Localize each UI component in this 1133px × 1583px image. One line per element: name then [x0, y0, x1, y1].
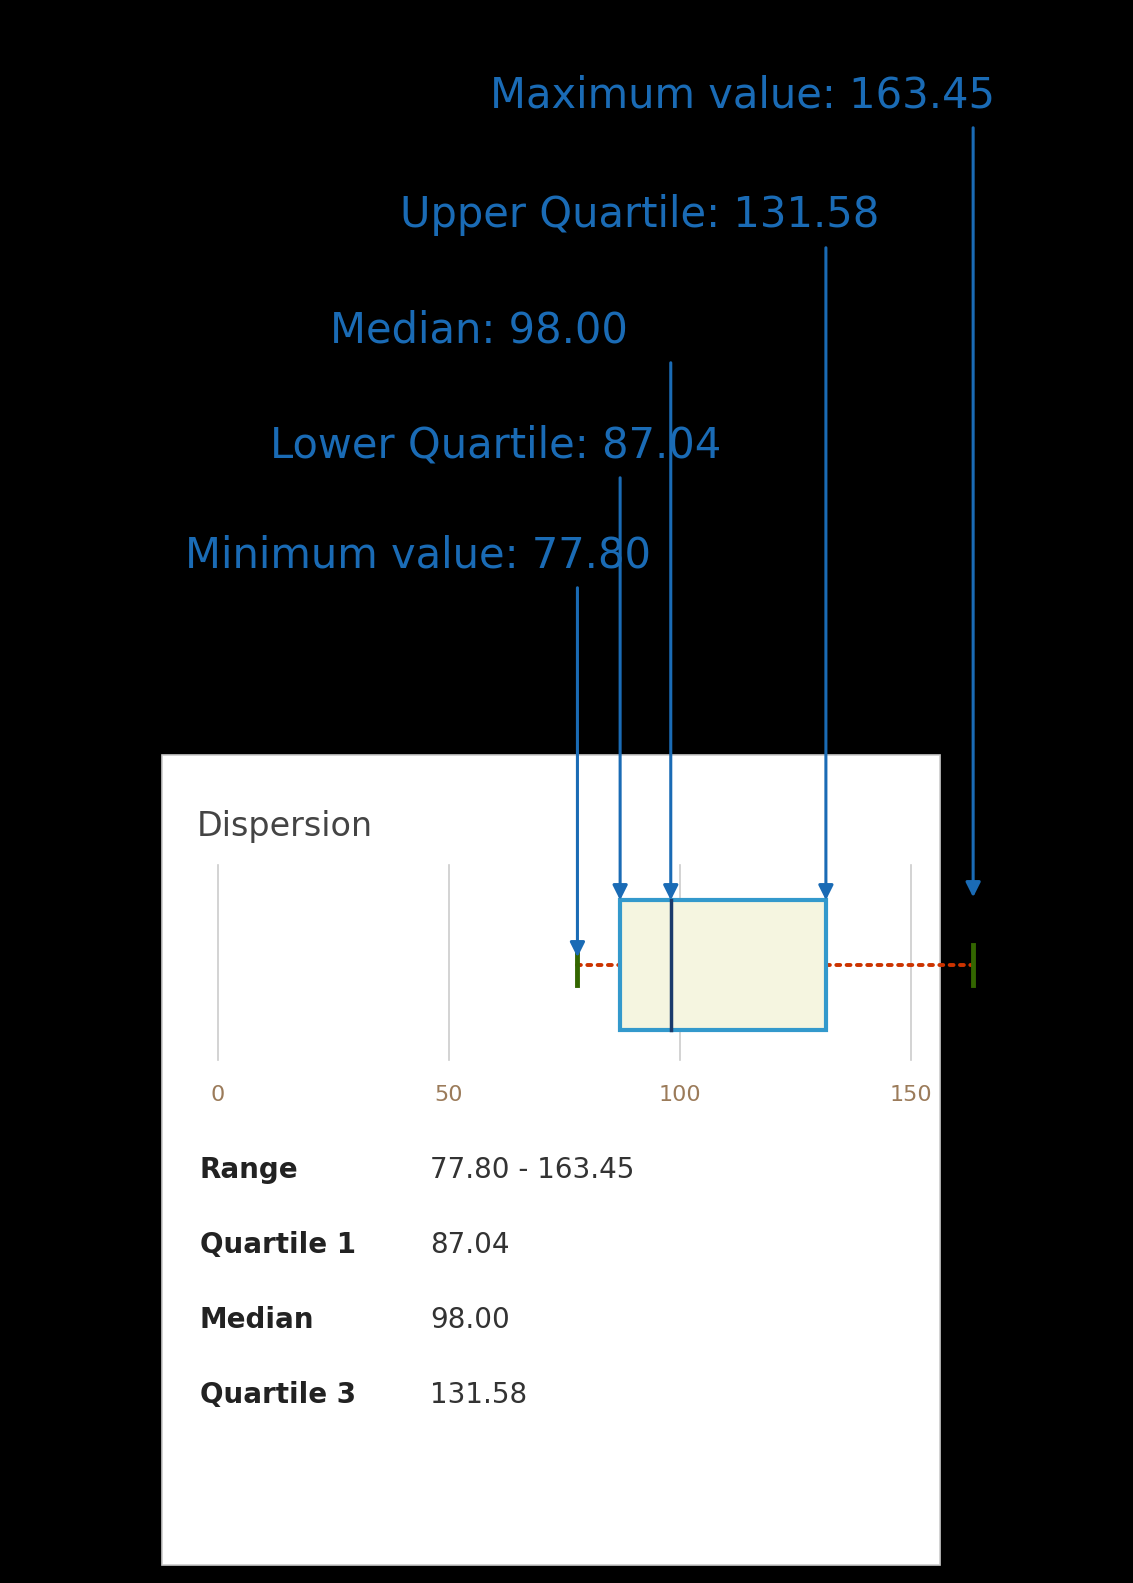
- Text: Median: Median: [201, 1306, 315, 1334]
- Text: Upper Quartile: 131.58: Upper Quartile: 131.58: [400, 195, 879, 236]
- Text: 100: 100: [658, 1084, 701, 1105]
- Text: 87.04: 87.04: [431, 1232, 510, 1258]
- Text: 150: 150: [889, 1084, 932, 1105]
- Text: 131.58: 131.58: [431, 1380, 527, 1409]
- Text: Quartile 3: Quartile 3: [201, 1380, 356, 1409]
- Bar: [620, 901, 826, 1031]
- Text: Median: 98.00: Median: 98.00: [330, 309, 628, 351]
- Text: 50: 50: [435, 1084, 463, 1105]
- Text: 77.80 - 163.45: 77.80 - 163.45: [431, 1156, 634, 1184]
- Text: Lower Quartile: 87.04: Lower Quartile: 87.04: [270, 424, 722, 465]
- Text: Minimum value: 77.80: Minimum value: 77.80: [185, 533, 651, 576]
- Text: Dispersion: Dispersion: [197, 810, 373, 844]
- Text: Maximum value: 163.45: Maximum value: 163.45: [489, 74, 995, 116]
- Text: Range: Range: [201, 1156, 299, 1184]
- Bar: [162, 755, 940, 1566]
- Text: 0: 0: [211, 1084, 225, 1105]
- Text: 98.00: 98.00: [431, 1306, 510, 1334]
- Text: Quartile 1: Quartile 1: [201, 1232, 356, 1258]
